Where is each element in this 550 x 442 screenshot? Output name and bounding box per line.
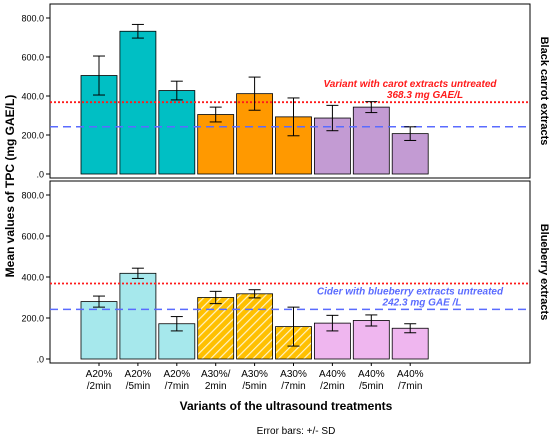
x-tick-label-line: A20% xyxy=(125,369,152,380)
x-tick-label-line: A40% xyxy=(358,369,385,380)
x-tick-label-line: /5min xyxy=(242,381,266,392)
x-tick-label-line: /2min xyxy=(320,381,344,392)
x-tick-label: A40%/5min xyxy=(358,369,385,392)
bar xyxy=(197,297,235,360)
x-tick-label-line: A30% xyxy=(241,369,268,380)
annotation-blue-line2: 242.3 mg GAE /L xyxy=(382,297,462,308)
x-tick-label-line: /7min xyxy=(398,381,422,392)
annotation-red-line1: Variant with carot extracts untreated xyxy=(323,79,497,90)
bar xyxy=(80,301,118,360)
bar xyxy=(197,114,235,175)
y-tick-label: 800.0 xyxy=(21,14,44,24)
panel-label: Black carrot extracts xyxy=(538,37,550,146)
panel-frame xyxy=(49,180,531,364)
y-tick-label: 400.0 xyxy=(21,273,44,283)
y-tick-label: .0 xyxy=(36,355,44,365)
x-tick-label-line: /7min xyxy=(165,381,189,392)
y-tick-label: 200.0 xyxy=(21,131,44,141)
x-tick-label-line: /7min xyxy=(281,381,305,392)
x-tick-label: A40%/7min xyxy=(397,369,424,392)
bar xyxy=(236,293,274,360)
bar xyxy=(352,106,390,175)
bar xyxy=(158,90,196,175)
x-tick-label-line: A20% xyxy=(163,369,190,380)
x-tick-label-line: A30%/ xyxy=(201,369,231,380)
x-axis-label: Variants of the ultrasound treatments xyxy=(180,399,393,413)
panel-frame xyxy=(49,3,531,179)
x-tick-label-line: /5min xyxy=(359,381,383,392)
x-tick-label-line: /5min xyxy=(126,381,150,392)
x-tick-label: A40%/2min xyxy=(319,369,346,392)
x-tick-label-line: A30% xyxy=(280,369,307,380)
annotation-red-line2: 368.3 mg GAE/L xyxy=(387,90,463,101)
bar xyxy=(391,327,429,360)
panel-label: Blueberry extracts xyxy=(538,224,550,321)
x-tick-label-line: /2min xyxy=(87,381,111,392)
error-bar-footer: Error bars: +/- SD xyxy=(257,426,336,437)
x-tick-label: A20%/5min xyxy=(125,369,152,392)
x-tick-label-line: A40% xyxy=(319,369,346,380)
y-tick-label: .0 xyxy=(36,170,44,180)
x-tick-label: A20%/2min xyxy=(86,369,113,392)
x-tick-label-line: A20% xyxy=(86,369,113,380)
panel-blueberry: .0 200.0 400.0 600.0 800.0 Cider with blueber… xyxy=(21,180,550,392)
x-tick-label: A30%/7min xyxy=(280,369,307,392)
x-tick-label: A20%/7min xyxy=(163,369,190,392)
annotation-blue-line1: Cider with blueberry extracts untreated xyxy=(317,286,504,297)
y-tick-label: 400.0 xyxy=(21,92,44,102)
x-tick-label: A30%/2min xyxy=(201,369,231,392)
y-tick-label: 600.0 xyxy=(21,232,44,242)
x-tick-label-line: 2min xyxy=(205,381,227,392)
x-tick-label-line: A40% xyxy=(397,369,424,380)
panel-black-carrot: .0 200.0 400.0 600.0 800.0 Variant with carot… xyxy=(21,3,550,180)
y-tick-label: 200.0 xyxy=(21,314,44,324)
x-tick-label: A30%/5min xyxy=(241,369,268,392)
bar xyxy=(119,272,157,360)
y-tick-label: 600.0 xyxy=(21,53,44,63)
y-axis-label: Mean values of TPC (mg GAE/L) xyxy=(3,95,17,278)
y-tick-label: 800.0 xyxy=(21,191,44,201)
